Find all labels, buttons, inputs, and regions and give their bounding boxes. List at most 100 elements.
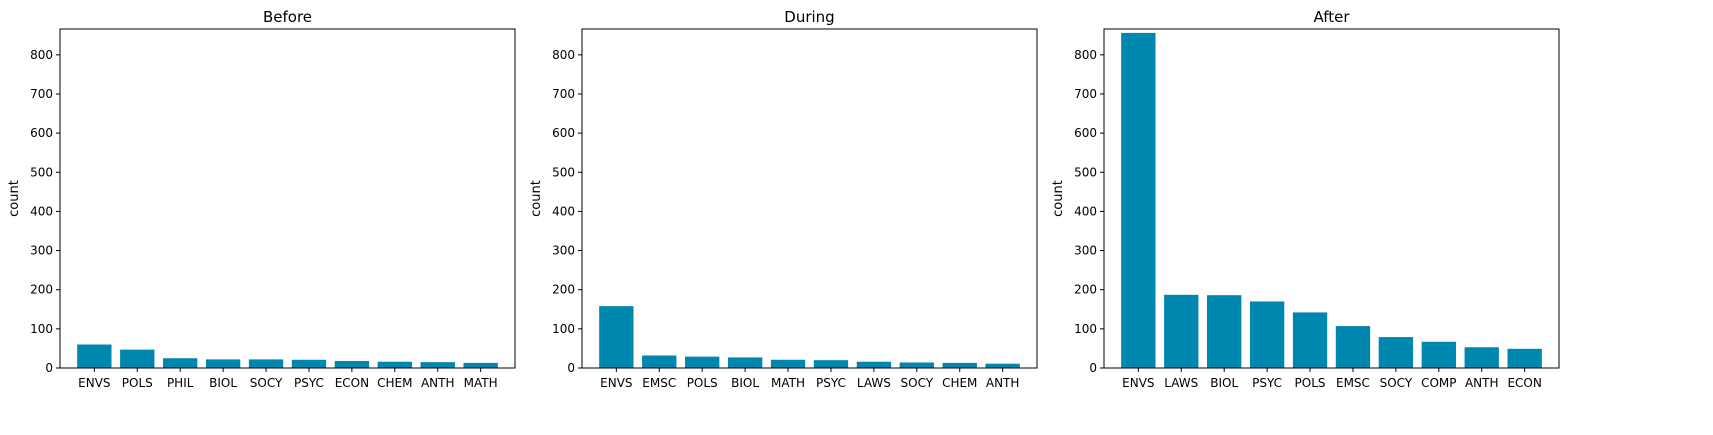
panel-before: Before count 0 100 200 300 400 500 600 700 800 ENVS…	[7, 8, 516, 390]
x-tick-label: LAWS	[857, 376, 891, 390]
x-tick-label: ECON	[335, 376, 369, 390]
y-tick-label: 100	[552, 322, 575, 336]
x-tick-label: SOCY	[1380, 376, 1413, 390]
bar-socy	[1378, 337, 1414, 368]
bar-econ	[334, 360, 370, 368]
bar-pols	[120, 349, 155, 368]
bar-psyc	[291, 359, 327, 368]
x-tick-label: LAWS	[1164, 376, 1198, 390]
bar-anth	[420, 362, 455, 368]
y-tick-label: 600	[552, 126, 575, 140]
bar-anth	[985, 363, 1020, 368]
x-tick-label: PHIL	[167, 376, 194, 390]
plot-frame	[581, 28, 1038, 369]
bar-phil	[163, 358, 198, 368]
x-tick-label: MATH	[464, 376, 498, 390]
x-tick-label: SOCY	[250, 376, 283, 390]
bar-emsc	[642, 355, 677, 368]
x-tick-label: POLS	[1295, 376, 1326, 390]
y-tick-label: 500	[1074, 165, 1097, 179]
x-tick-label: PSYC	[1252, 376, 1282, 390]
bar-anth	[1464, 347, 1499, 368]
bar-chem	[377, 361, 412, 368]
x-tick-label: POLS	[122, 376, 153, 390]
x-tick-label: ENVS	[600, 376, 632, 390]
y-tick-label: 700	[1074, 87, 1097, 101]
y-tick-label: 800	[1074, 48, 1097, 62]
y-tick-label: 100	[30, 322, 53, 336]
bar-math	[770, 359, 806, 368]
plot-frame	[1103, 28, 1560, 369]
bar-laws	[856, 361, 892, 368]
bar-econ	[1507, 348, 1542, 368]
y-tick-label: 0	[1089, 361, 1097, 375]
y-tick-label: 800	[30, 48, 53, 62]
x-tick-label: CHEM	[377, 376, 412, 390]
y-tick-label: 600	[1074, 126, 1097, 140]
bar-pols	[1292, 312, 1328, 368]
x-tick-label: MATH	[771, 376, 805, 390]
panel-during: During count 0 100 200 300 400 500 600 700 800 ENVS…	[529, 8, 1038, 390]
bar-biol	[205, 359, 241, 368]
y-tick-label: 500	[30, 165, 53, 179]
y-tick-label: 800	[552, 48, 575, 62]
bar-envs	[599, 306, 634, 368]
y-tick-label: 400	[30, 204, 53, 218]
y-axis-label: count	[7, 180, 22, 217]
y-tick-label: 200	[1074, 283, 1097, 297]
bar-biol	[727, 357, 763, 368]
x-tick-label: ANTH	[1465, 376, 1499, 390]
bar-emsc	[1335, 326, 1371, 368]
x-tick-label: ENVS	[78, 376, 110, 390]
x-tick-label: POLS	[687, 376, 718, 390]
y-tick-label: 200	[30, 283, 53, 297]
y-tick-label: 0	[567, 361, 575, 375]
y-tick-label: 0	[45, 361, 53, 375]
y-tick-label: 600	[30, 126, 53, 140]
x-tick-label: BIOL	[209, 376, 237, 390]
x-tick-label: ANTH	[421, 376, 455, 390]
x-tick-label: SOCY	[901, 376, 934, 390]
bar-socy	[899, 362, 934, 368]
x-tick-label: PSYC	[816, 376, 846, 390]
x-tick-label: BIOL	[1210, 376, 1238, 390]
x-tick-label: EMSC	[642, 376, 676, 390]
chart-title: During	[784, 8, 834, 26]
bar-envs	[1121, 32, 1156, 368]
chart-title: After	[1313, 8, 1350, 26]
bar-socy	[248, 359, 284, 368]
chart-title: Before	[263, 8, 312, 26]
bar-chem	[942, 362, 977, 368]
panel-after: After count 0 100 200 300 400 500 600 700 800 ENVS L…	[1051, 8, 1560, 390]
plot-frame	[59, 28, 516, 369]
x-tick-label: ANTH	[986, 376, 1020, 390]
y-tick-label: 300	[30, 244, 53, 258]
x-tick-label: COMP	[1421, 376, 1456, 390]
y-axis-label: count	[1051, 180, 1066, 217]
y-tick-label: 300	[552, 244, 575, 258]
y-tick-label: 100	[1074, 322, 1097, 336]
bar-pols	[685, 356, 720, 368]
bar-psyc	[1249, 301, 1285, 368]
bar-math	[463, 362, 498, 368]
x-tick-label: ECON	[1507, 376, 1541, 390]
x-tick-label: PSYC	[294, 376, 324, 390]
y-tick-label: 300	[1074, 244, 1097, 258]
bar-psyc	[813, 360, 849, 368]
y-axis-label: count	[529, 180, 544, 217]
y-tick-label: 400	[552, 204, 575, 218]
x-tick-label: BIOL	[731, 376, 759, 390]
bar-laws	[1164, 294, 1199, 368]
x-tick-label: EMSC	[1336, 376, 1370, 390]
x-tick-label: CHEM	[942, 376, 977, 390]
y-tick-label: 400	[1074, 204, 1097, 218]
bar-biol	[1207, 295, 1242, 368]
y-tick-label: 200	[552, 283, 575, 297]
bar-comp	[1421, 341, 1456, 368]
y-tick-label: 700	[30, 87, 53, 101]
bar-envs	[77, 344, 112, 368]
y-tick-label: 700	[552, 87, 575, 101]
y-tick-label: 500	[552, 165, 575, 179]
x-tick-label: ENVS	[1122, 376, 1154, 390]
